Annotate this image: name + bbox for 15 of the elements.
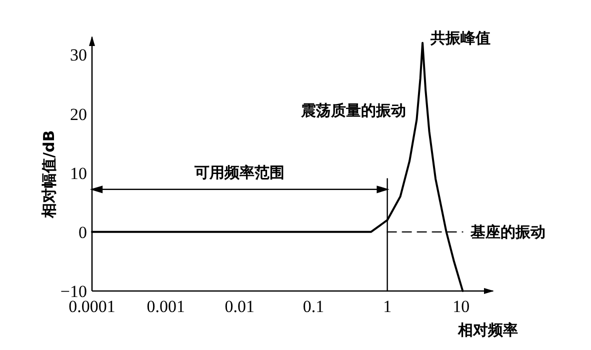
y-tick-label: 30 (70, 46, 87, 65)
y-axis-title: 相对幅值/dB (40, 130, 58, 219)
annotation: 可用频率范围 (194, 163, 285, 182)
x-tick-label: 0.001 (146, 297, 185, 316)
y-tick-label: 10 (70, 164, 87, 183)
x-tick-label: 10 (452, 297, 470, 316)
y-tick-label: 20 (70, 104, 87, 124)
y-tick-label: 0 (78, 222, 87, 242)
x-tick-label: 1 (383, 297, 392, 316)
annotation: 基座的振动 (470, 222, 546, 241)
annotation: 共振峰值 (430, 28, 491, 47)
x-tick-label: 0.01 (224, 297, 255, 316)
x-axis-title: 相对频率 (457, 321, 518, 339)
x-tick-label: 0.1 (302, 297, 324, 316)
annotation: 震荡质量的振动 (300, 102, 406, 120)
